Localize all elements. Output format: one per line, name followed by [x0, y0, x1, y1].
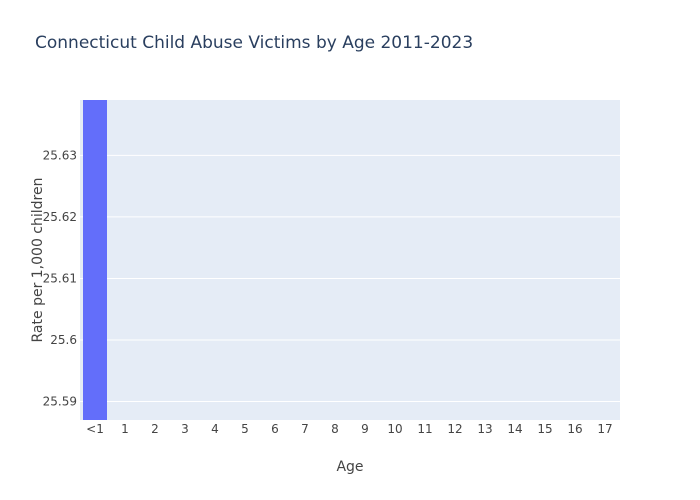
bars: [83, 100, 107, 420]
x-tick-label: 7: [301, 422, 309, 436]
x-tick-label: 9: [361, 422, 369, 436]
x-tick-label: 13: [477, 422, 492, 436]
chart-title: Connecticut Child Abuse Victims by Age 2…: [35, 33, 474, 53]
x-tick-labels: <1 1 2 3 4 5 6 7 8 9 10 11 12 13 14 15 16 17: [86, 422, 612, 436]
x-axis-title: Age: [336, 459, 363, 475]
x-tick-label: 2: [151, 422, 159, 436]
x-tick-label: 11: [417, 422, 432, 436]
plot-area: [80, 100, 620, 420]
y-tick-label: 25.6: [50, 333, 77, 347]
x-tick-label: 4: [211, 422, 219, 436]
x-tick-label: 14: [507, 422, 522, 436]
bar-under-1[interactable]: [83, 100, 107, 420]
grid-lines: [80, 154, 620, 403]
x-tick-label: 15: [537, 422, 552, 436]
y-axis-title: Rate per 1,000 children: [30, 178, 46, 343]
y-tick-label: 25.62: [43, 210, 77, 224]
x-tick-label: 17: [597, 422, 612, 436]
y-tick-labels: 25.59 25.6 25.61 25.62 25.63: [43, 148, 77, 408]
x-tick-label: 8: [331, 422, 339, 436]
y-tick-label: 25.59: [43, 395, 77, 409]
x-tick-label: 3: [181, 422, 189, 436]
x-tick-label: 5: [241, 422, 249, 436]
y-tick-label: 25.63: [43, 148, 77, 162]
y-tick-label: 25.61: [43, 271, 77, 285]
x-tick-label: <1: [86, 422, 104, 436]
x-tick-label: 16: [567, 422, 582, 436]
x-tick-label: 6: [271, 422, 279, 436]
x-tick-label: 1: [121, 422, 129, 436]
x-tick-label: 10: [387, 422, 402, 436]
x-tick-label: 12: [447, 422, 462, 436]
